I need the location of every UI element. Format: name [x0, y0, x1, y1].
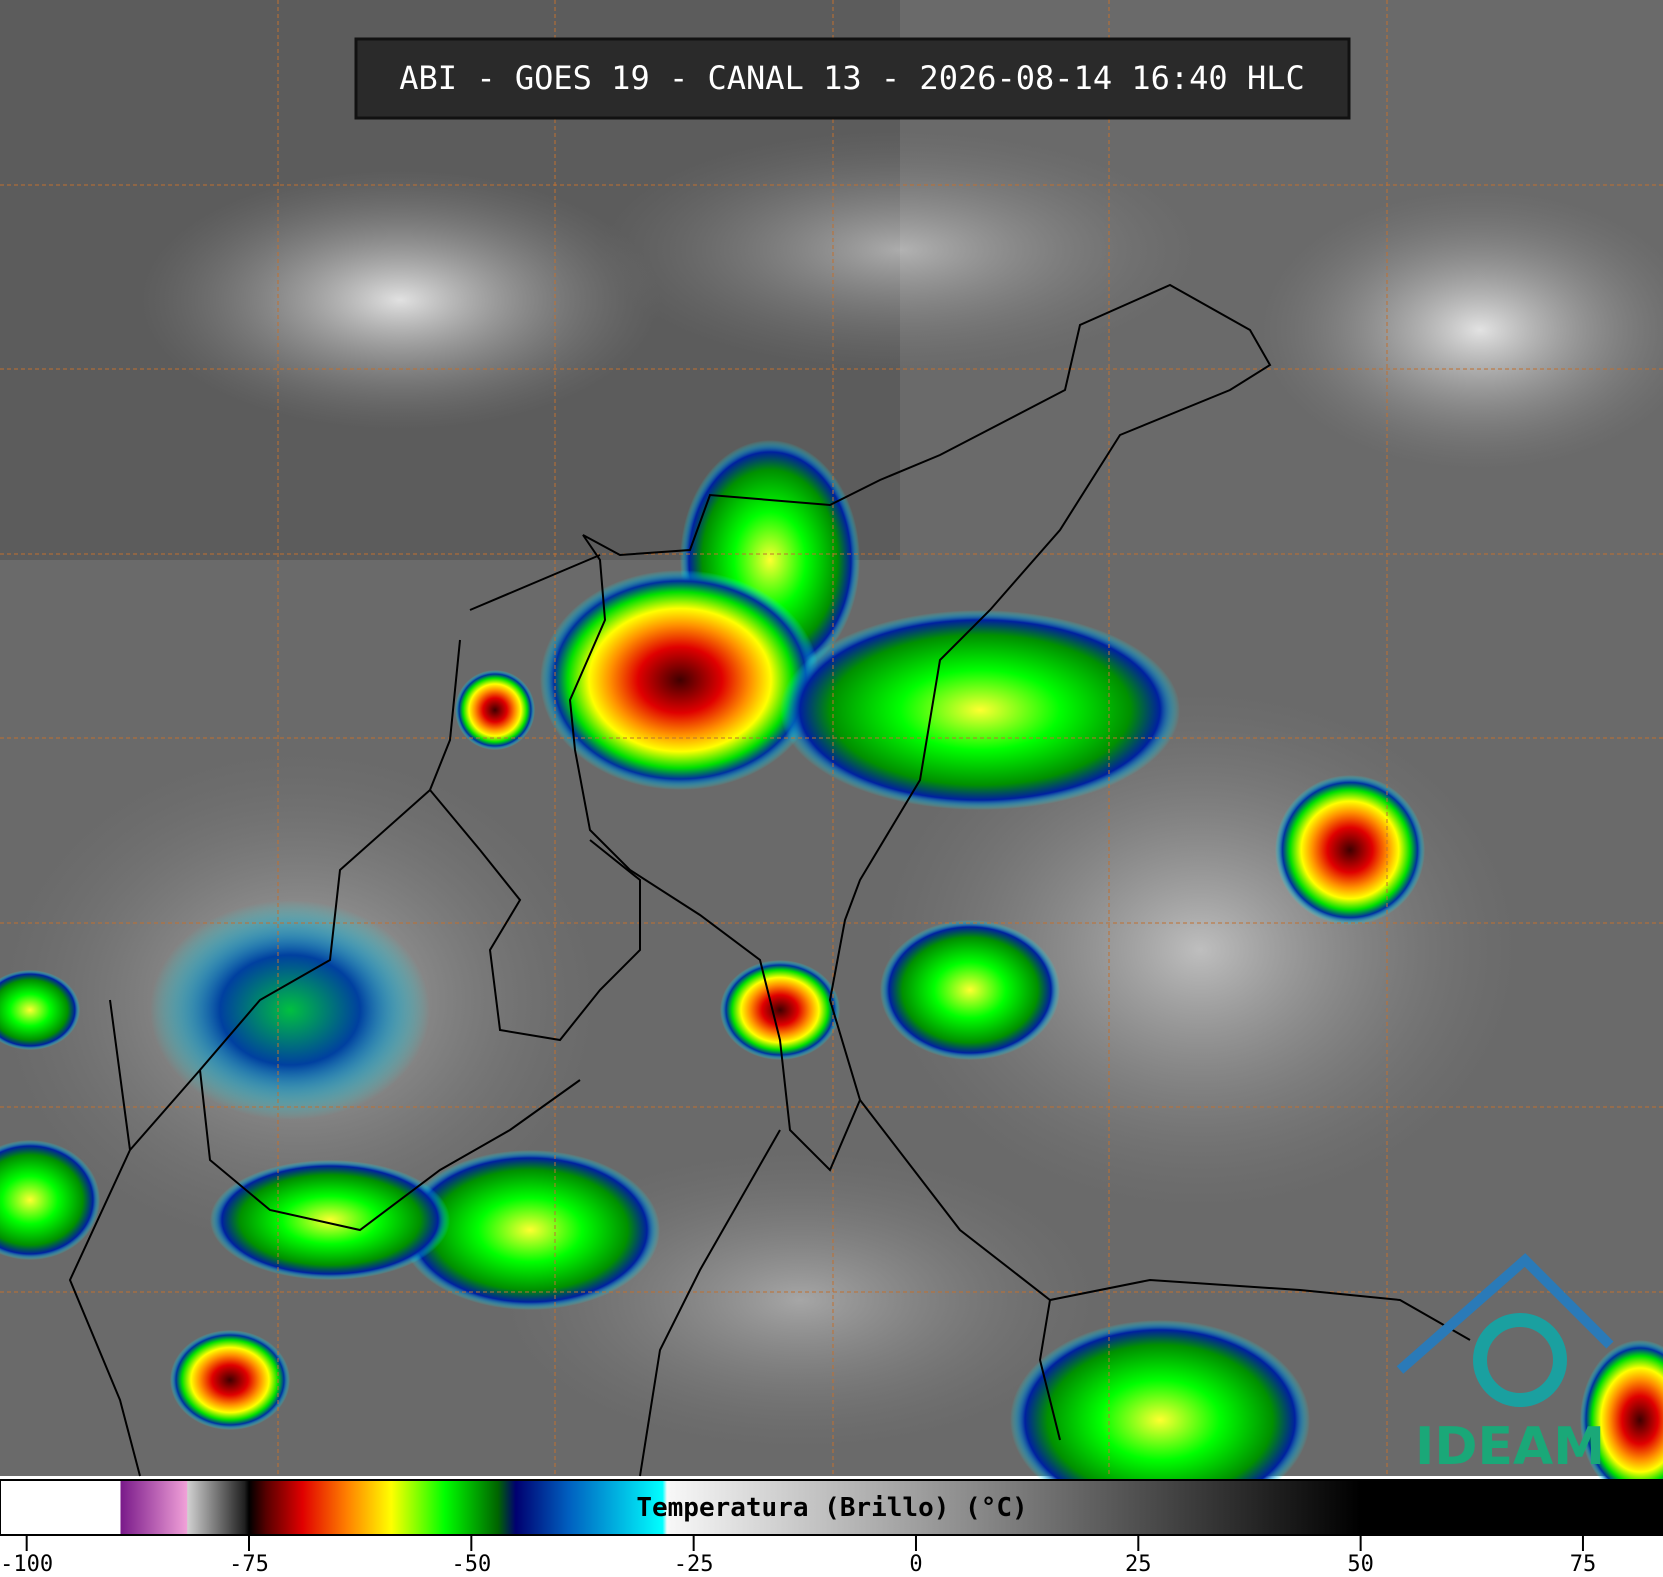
colorbar-label: Temperatura (Brillo) (°C) [636, 1493, 1027, 1523]
colorbar-tick-label: 25 [1125, 1552, 1152, 1577]
colorbar-tick-label: -100 [0, 1552, 53, 1577]
map [0, 0, 1663, 1520]
colorbar-tick-label: -25 [674, 1552, 714, 1577]
colorbar-tick-label: -50 [451, 1552, 491, 1577]
colorbar-tick-label: 50 [1347, 1552, 1374, 1577]
logo: IDEAM [1396, 1253, 1614, 1477]
colorbar-tick-label: 75 [1570, 1552, 1597, 1577]
colorbar: Temperatura (Brillo) (°C) -100 -75 -50 -25 0 2… [0, 1479, 1663, 1577]
colorbar-tick-label: 0 [909, 1552, 922, 1577]
title-box [354, 37, 1351, 120]
colorbar-bar [0, 1479, 1663, 1536]
colorbar-tick-label: -75 [229, 1552, 269, 1577]
logo-text: IDEAM [1415, 1417, 1605, 1477]
title: ABI - GOES 19 - CANAL 13 - 2026-08-14 16… [399, 59, 1304, 97]
